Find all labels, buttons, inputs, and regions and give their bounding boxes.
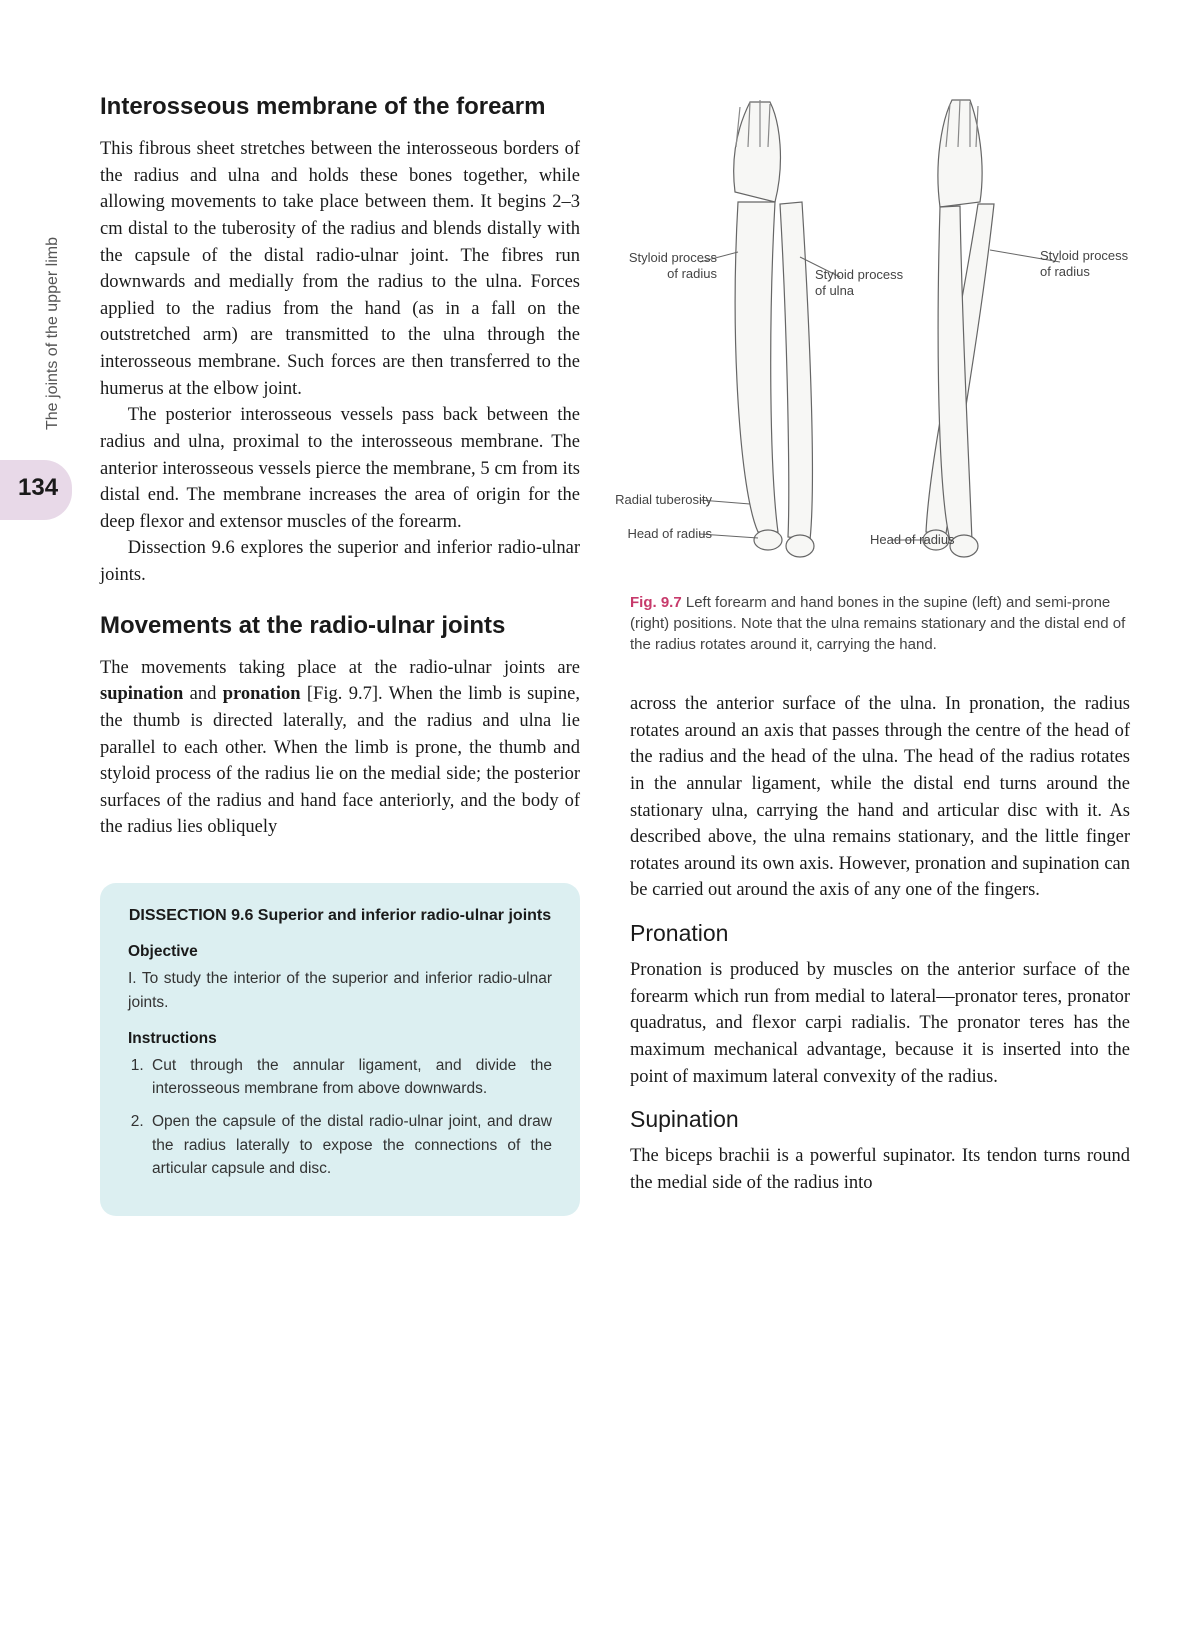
- chapter-side-label: The joints of the upper limb: [44, 237, 62, 430]
- para-interosseous-3: Dissection 9.6 explores the superior and…: [100, 535, 580, 588]
- fig-label-styloid-radius-left: Styloid process of radius: [622, 250, 717, 281]
- para-movements-e: [Fig. 9.7]. When the limb is supine, the…: [100, 684, 580, 837]
- left-column: Interosseous membrane of the forearm Thi…: [100, 92, 580, 1216]
- para-interosseous-1: This fibrous sheet stretches between the…: [100, 136, 580, 402]
- term-pronation: pronation: [223, 684, 301, 704]
- dissection-title: DISSECTION 9.6 Superior and inferior rad…: [128, 905, 552, 927]
- figure-caption-text: Left forearm and hand bones in the supin…: [630, 594, 1125, 653]
- forearm-bones-illustration: [630, 92, 1130, 582]
- heading-movements: Movements at the radio-ulnar joints: [100, 611, 580, 641]
- heading-pronation: Pronation: [630, 920, 1130, 947]
- fig-label-styloid-ulna: Styloid process of ulna: [815, 267, 915, 298]
- dissection-objective-heading: Objective: [128, 943, 552, 961]
- para-supination: The biceps brachii is a powerful supinat…: [630, 1143, 1130, 1196]
- fig-label-radial-tuberosity: Radial tuberosity: [612, 492, 712, 508]
- heading-interosseous: Interosseous membrane of the forearm: [100, 92, 580, 122]
- fig-label-styloid-radius-right: Styloid process of radius: [1040, 248, 1140, 279]
- dissection-instruction-list: Cut through the annular ligament, and di…: [128, 1054, 552, 1180]
- para-movements-a: The movements taking place at the radio-…: [100, 658, 580, 678]
- figure-number: Fig. 9.7: [630, 594, 682, 611]
- term-supination: supination: [100, 684, 183, 704]
- para-interosseous-2: The posterior interosseous vessels pass …: [100, 402, 580, 535]
- page-number: 134: [18, 474, 58, 502]
- dissection-instruction-2: Open the capsule of the distal radio-uln…: [148, 1110, 552, 1180]
- page-content: Interosseous membrane of the forearm Thi…: [100, 92, 1130, 1216]
- figure-9-7: Styloid process of radius Styloid proces…: [630, 92, 1130, 582]
- heading-supination: Supination: [630, 1106, 1130, 1133]
- dissection-objective-text: I. To study the interior of the superior…: [128, 967, 552, 1014]
- right-column: Styloid process of radius Styloid proces…: [630, 92, 1130, 1196]
- figure-caption: Fig. 9.7 Left forearm and hand bones in …: [630, 592, 1130, 655]
- dissection-instruction-1: Cut through the annular ligament, and di…: [148, 1054, 552, 1101]
- para-movements: The movements taking place at the radio-…: [100, 655, 580, 841]
- para-movements-c: and: [183, 684, 222, 704]
- dissection-box: DISSECTION 9.6 Superior and inferior rad…: [100, 883, 580, 1216]
- dissection-instructions-heading: Instructions: [128, 1030, 552, 1048]
- para-pronation: Pronation is produced by muscles on the …: [630, 957, 1130, 1090]
- para-right-1: across the anterior surface of the ulna.…: [630, 691, 1130, 904]
- fig-label-head-radius-left: Head of radius: [612, 526, 712, 542]
- fig-label-head-radius-right: Head of radius: [870, 532, 970, 548]
